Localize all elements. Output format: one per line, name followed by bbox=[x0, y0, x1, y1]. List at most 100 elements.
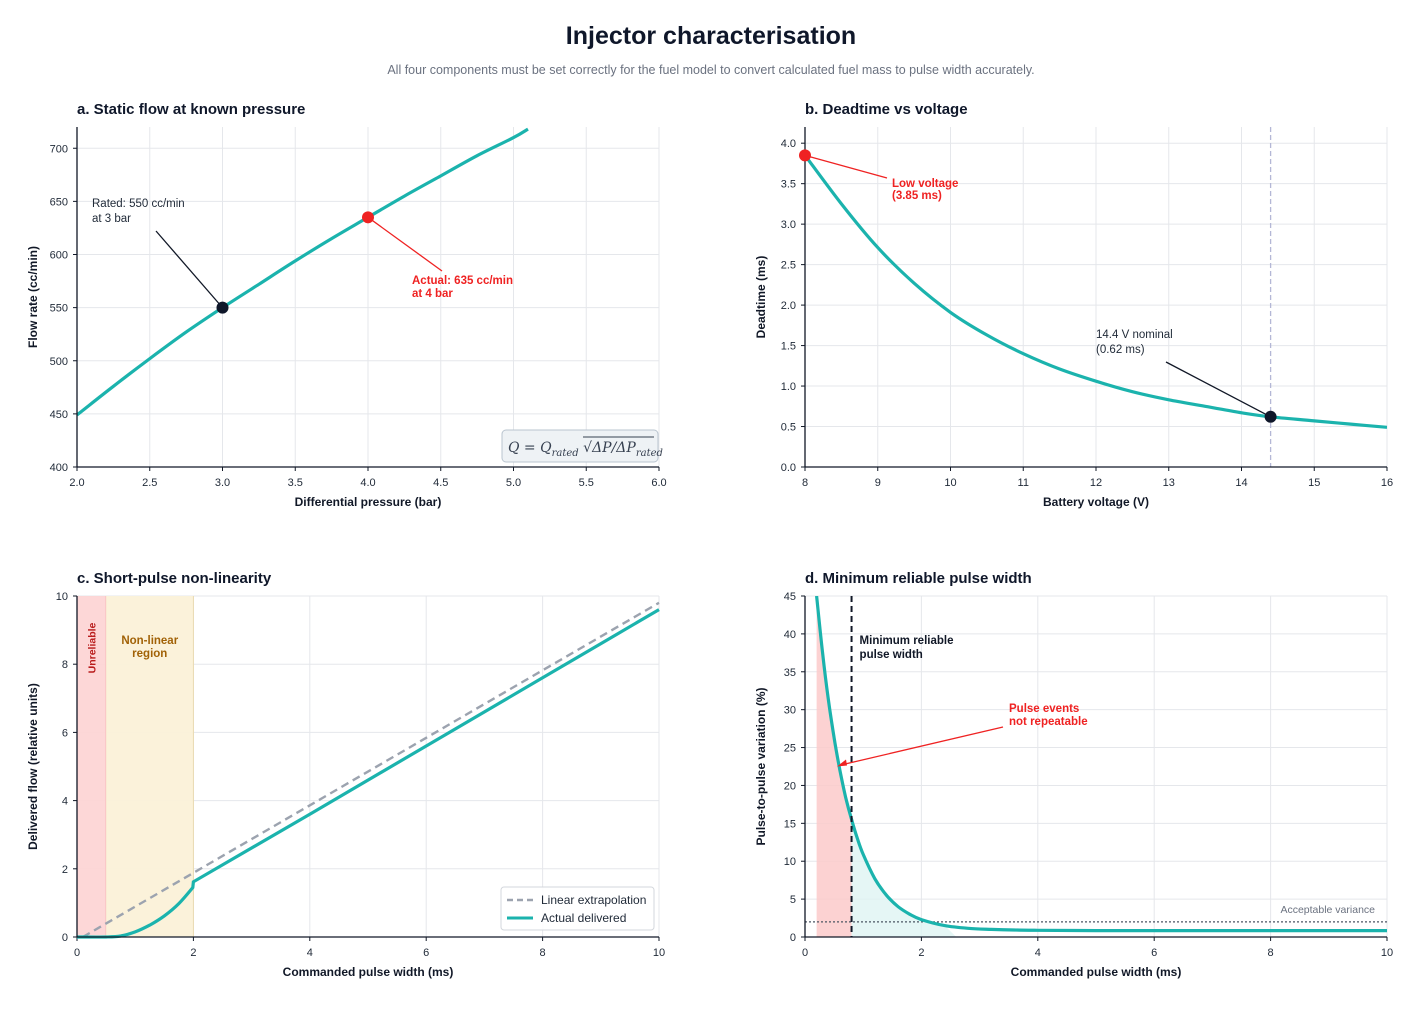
nominal-arrow bbox=[1165, 361, 1271, 418]
nominal-point bbox=[1264, 410, 1277, 423]
y-axis-label: Deadtime (ms) bbox=[754, 256, 768, 339]
actual-annotation: at 4 bar bbox=[412, 288, 453, 300]
x-tick-label: 6.0 bbox=[651, 477, 666, 489]
y-axis-label: Flow rate (cc/min) bbox=[26, 246, 40, 348]
nonlinear-label: Non-linear bbox=[121, 635, 178, 647]
y-tick-label: 450 bbox=[50, 409, 68, 421]
x-tick-label: 2 bbox=[918, 947, 924, 959]
y-tick-label: 2 bbox=[62, 864, 68, 876]
x-tick-label: 4 bbox=[307, 947, 313, 959]
unreliable-band bbox=[77, 596, 107, 937]
unrepeatable-arrowhead bbox=[837, 759, 848, 767]
x-tick-label: 10 bbox=[653, 947, 665, 959]
y-tick-label: 10 bbox=[784, 856, 796, 868]
y-axis-label: Pulse-to-pulse variation (%) bbox=[754, 687, 768, 845]
y-tick-label: 15 bbox=[784, 818, 796, 830]
unrepeatable-annotation: Pulse events bbox=[1009, 703, 1079, 715]
y-tick-label: 20 bbox=[784, 780, 796, 792]
low-voltage-arrow bbox=[804, 154, 888, 179]
flow-curve bbox=[77, 127, 529, 417]
x-axis-label: Commanded pulse width (ms) bbox=[1011, 965, 1182, 979]
rated-annotation: at 3 bar bbox=[92, 213, 131, 225]
y-tick-label: 3.0 bbox=[781, 219, 796, 231]
x-tick-label: 2.5 bbox=[142, 477, 157, 489]
y-tick-label: 5 bbox=[790, 894, 796, 906]
y-tick-label: 0.0 bbox=[781, 462, 796, 474]
x-tick-label: 8 bbox=[1268, 947, 1274, 959]
x-tick-label: 16 bbox=[1381, 477, 1393, 489]
x-tick-label: 3.5 bbox=[288, 477, 303, 489]
low-voltage-annotation: Low voltage bbox=[892, 178, 958, 190]
rated-arrow bbox=[155, 230, 223, 309]
unreliable-label: Unreliable bbox=[87, 622, 99, 673]
unrepeatable-annotation: not repeatable bbox=[1009, 716, 1088, 728]
y-tick-label: 4.0 bbox=[781, 138, 796, 150]
legend-label-linear: Linear extrapolation bbox=[541, 893, 646, 907]
y-tick-label: 400 bbox=[50, 462, 68, 474]
legend-label-actual: Actual delivered bbox=[541, 911, 626, 925]
deadtime-curve bbox=[805, 154, 1387, 429]
y-tick-label: 45 bbox=[784, 591, 796, 603]
legend-box bbox=[500, 886, 655, 931]
y-tick-label: 4 bbox=[62, 796, 68, 808]
panel-title-d: d. Minimum reliable pulse width bbox=[805, 570, 1032, 587]
page-title: Injector characterisation bbox=[565, 22, 857, 50]
x-tick-label: 12 bbox=[1090, 477, 1102, 489]
y-tick-label: 30 bbox=[784, 705, 796, 717]
x-axis-label: Differential pressure (bar) bbox=[295, 495, 442, 509]
min-pulse-label: Minimum reliable bbox=[860, 635, 954, 647]
panel-title-b: b. Deadtime vs voltage bbox=[805, 101, 968, 118]
y-tick-label: 40 bbox=[784, 629, 796, 641]
y-tick-label: 6 bbox=[62, 727, 68, 739]
y-tick-label: 2.0 bbox=[781, 300, 796, 312]
y-tick-label: 35 bbox=[784, 667, 796, 679]
acceptable-variance-label: Acceptable variance bbox=[1280, 904, 1375, 916]
x-axis-label: Commanded pulse width (ms) bbox=[283, 965, 454, 979]
y-tick-label: 1.0 bbox=[781, 381, 796, 393]
x-tick-label: 2 bbox=[190, 947, 196, 959]
y-tick-label: 0 bbox=[62, 932, 68, 944]
y-tick-label: 10 bbox=[56, 591, 68, 603]
panel-title-a: a. Static flow at known pressure bbox=[77, 101, 305, 118]
y-tick-label: 0 bbox=[790, 932, 796, 944]
panel-title-c: c. Short-pulse non-linearity bbox=[77, 570, 272, 587]
y-tick-label: 650 bbox=[50, 196, 68, 208]
y-tick-label: 500 bbox=[50, 356, 68, 368]
y-tick-label: 25 bbox=[784, 743, 796, 755]
x-tick-label: 5.0 bbox=[506, 477, 521, 489]
x-axis-label: Battery voltage (V) bbox=[1043, 495, 1149, 509]
y-tick-label: 8 bbox=[62, 659, 68, 671]
y-tick-label: 600 bbox=[50, 250, 68, 262]
x-tick-label: 0 bbox=[74, 947, 80, 959]
x-tick-label: 5.5 bbox=[579, 477, 594, 489]
x-tick-label: 0 bbox=[802, 947, 808, 959]
low-voltage-annotation: (3.85 ms) bbox=[892, 190, 942, 202]
x-tick-label: 4.0 bbox=[360, 477, 375, 489]
formula-text: Q = Qrated √ΔP/ΔPrated bbox=[508, 440, 663, 459]
actual-annotation: Actual: 635 cc/min bbox=[412, 275, 513, 287]
actual-arrow bbox=[367, 216, 443, 272]
x-tick-label: 13 bbox=[1163, 477, 1175, 489]
y-tick-label: 700 bbox=[50, 143, 68, 155]
min-pulse-label: pulse width bbox=[860, 649, 923, 661]
nominal-annotation: (0.62 ms) bbox=[1096, 344, 1145, 356]
formula-box bbox=[501, 429, 659, 463]
rated-point bbox=[216, 301, 229, 314]
x-tick-label: 9 bbox=[875, 477, 881, 489]
x-tick-label: 8 bbox=[802, 477, 808, 489]
x-tick-label: 11 bbox=[1018, 477, 1029, 489]
x-tick-label: 6 bbox=[1151, 947, 1157, 959]
unrepeatable-arrow bbox=[842, 726, 1004, 766]
y-tick-label: 550 bbox=[50, 303, 68, 315]
x-tick-label: 4 bbox=[1035, 947, 1041, 959]
nominal-annotation: 14.4 V nominal bbox=[1096, 329, 1173, 341]
x-tick-label: 8 bbox=[540, 947, 546, 959]
x-tick-label: 10 bbox=[944, 477, 956, 489]
low-voltage-point bbox=[799, 149, 811, 162]
y-tick-label: 1.5 bbox=[781, 341, 796, 353]
y-tick-label: 2.5 bbox=[781, 260, 796, 272]
x-tick-label: 15 bbox=[1308, 477, 1320, 489]
rated-annotation: Rated: 550 cc/min bbox=[92, 198, 185, 210]
x-tick-label: 2.0 bbox=[69, 477, 84, 489]
